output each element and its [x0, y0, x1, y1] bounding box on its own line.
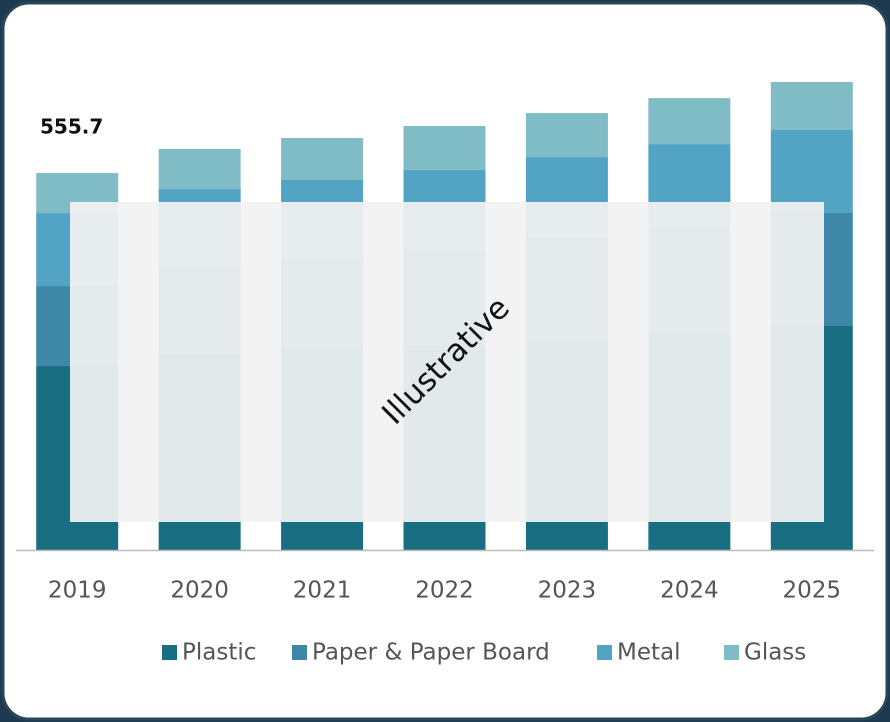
bar-segment: [281, 138, 364, 181]
legend-label: Metal: [617, 640, 681, 666]
total-label: 555.7: [40, 115, 103, 139]
legend-label: Glass: [744, 640, 806, 666]
legend-swatch: [724, 645, 739, 660]
x-tick-label: 2023: [538, 578, 597, 604]
x-tick-label: 2020: [170, 578, 229, 604]
x-tick-label: 2021: [293, 578, 352, 604]
bar-segment: [158, 149, 241, 190]
x-tick-label: 2024: [660, 578, 719, 604]
bar-segment: [525, 113, 608, 158]
bar-segment: [770, 82, 853, 131]
legend-swatch: [162, 645, 177, 660]
bar-segment: [770, 130, 853, 213]
watermark-overlay: [70, 202, 824, 522]
x-tick-label: 2019: [48, 578, 107, 604]
legend: Plastic Paper & Paper Board Metal Glass: [162, 640, 806, 666]
x-tick-label: 2022: [415, 578, 474, 604]
x-tick-label: 2025: [783, 578, 842, 604]
legend-swatch: [292, 645, 307, 660]
legend-swatch: [597, 645, 612, 660]
bar-segment: [403, 126, 486, 171]
legend-label: Plastic: [182, 640, 256, 666]
bar-segment: [648, 98, 731, 145]
legend-label: Paper & Paper Board: [312, 640, 550, 666]
